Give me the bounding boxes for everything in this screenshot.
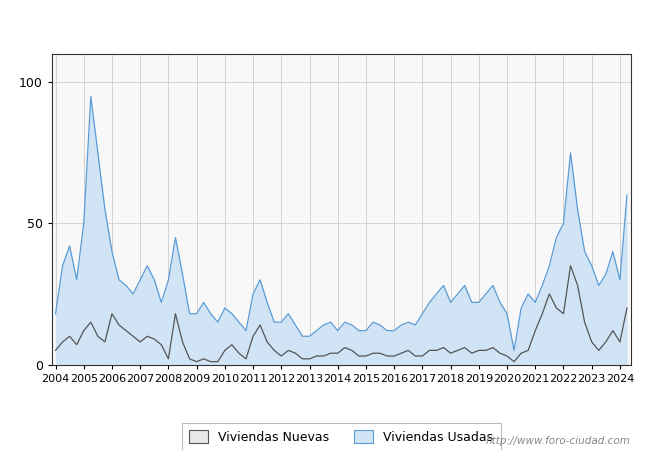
Text: http://www.foro-ciudad.com: http://www.foro-ciudad.com <box>486 436 630 446</box>
Text: Arico - Evolucion del Nº de Transacciones Inmobiliarias: Arico - Evolucion del Nº de Transaccione… <box>124 13 526 28</box>
Legend: Viviendas Nuevas, Viviendas Usadas: Viviendas Nuevas, Viviendas Usadas <box>182 423 500 450</box>
